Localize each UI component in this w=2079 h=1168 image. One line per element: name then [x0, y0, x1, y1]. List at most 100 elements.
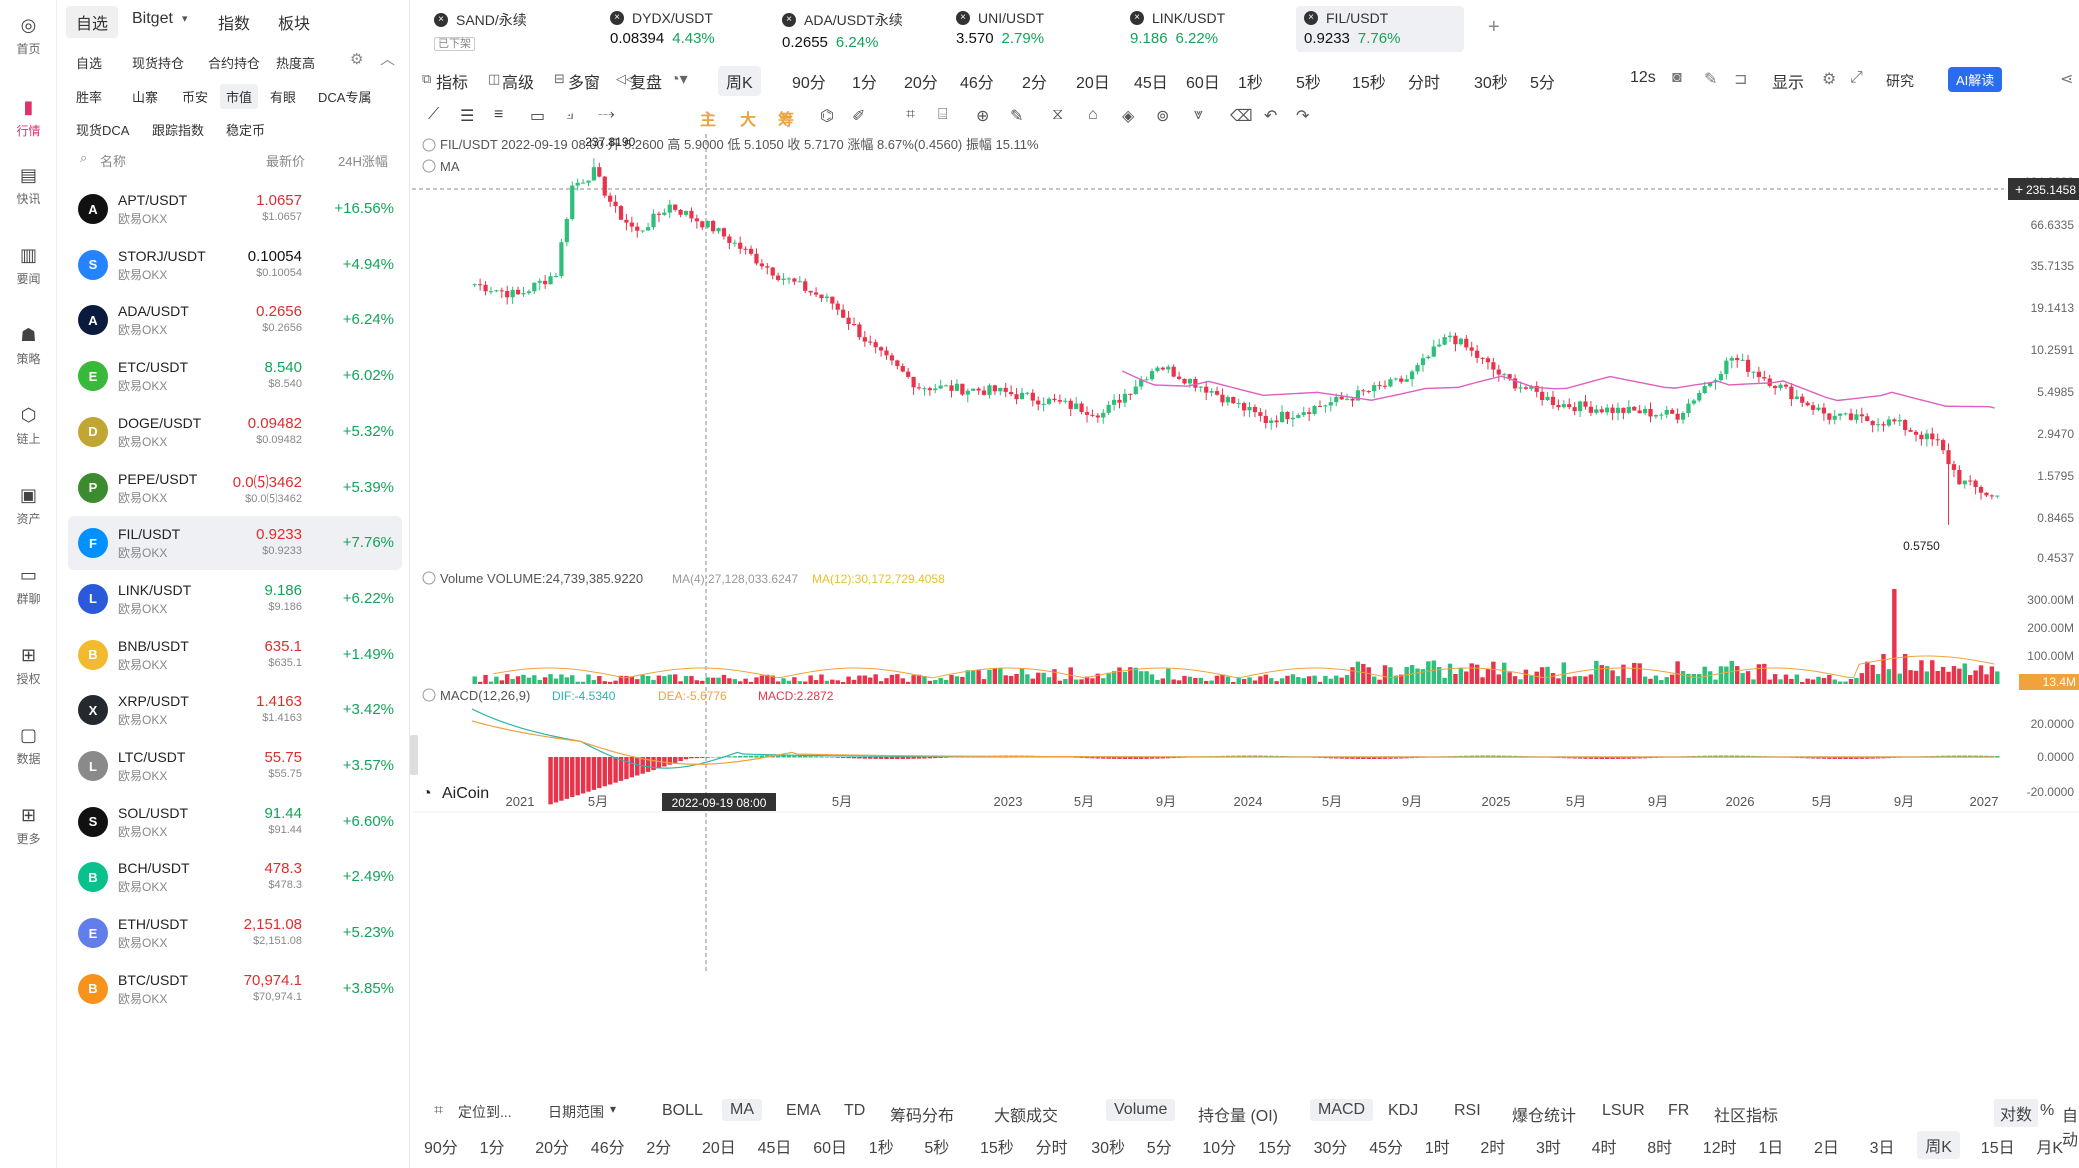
indicator-toggle[interactable]: LSUR	[1602, 1102, 1645, 1119]
filter-chip[interactable]: 有眼	[270, 90, 297, 105]
period-option[interactable]: 15日	[1980, 1140, 2015, 1157]
interval-option[interactable]: 46分	[960, 75, 994, 92]
period-option[interactable]: 90分	[424, 1140, 458, 1157]
line-tool-icon[interactable]: ⟋	[428, 106, 440, 123]
period-option[interactable]: 1分	[479, 1140, 505, 1157]
market-tab[interactable]: Bitget	[132, 10, 173, 27]
period-option[interactable]: 分时	[1035, 1140, 1068, 1157]
indicator-toggle[interactable]: 社区指标	[1714, 1108, 1779, 1125]
filter-chip[interactable]: 跟踪指数	[152, 123, 205, 138]
filter-chip[interactable]: 山寨	[132, 90, 159, 105]
redo-icon[interactable]: ↷	[1296, 108, 1310, 125]
filter-chip[interactable]: 现货持仓	[132, 56, 185, 71]
nav-flash[interactable]: ▤ 快讯	[0, 150, 57, 220]
period-option[interactable]: 60日	[813, 1140, 847, 1157]
pattern-icon[interactable]: ⧖	[1052, 106, 1064, 123]
ticker-tab[interactable]: × SAND/永续 已下架	[426, 6, 594, 52]
list-item[interactable]: E ETC/USDT 欧易OKX 8.540 $8.540 +6.02%	[68, 349, 402, 403]
fullscreen-icon[interactable]: ⤢	[1850, 69, 1863, 86]
search-icon[interactable]: ⌕	[80, 150, 88, 165]
nav-home[interactable]: ◎ 首页	[0, 0, 57, 70]
col-change[interactable]: 24H涨幅	[338, 154, 388, 169]
kline-chart[interactable]: FIL/USDT 2022-09-19 08:00 开 5.2600 高 5.9…	[412, 103, 2079, 1082]
interval-option[interactable]: 20分	[904, 75, 938, 92]
close-icon[interactable]: ×	[1130, 11, 1144, 25]
interval-option[interactable]: 1分	[852, 75, 877, 92]
toolbar-indicator-button[interactable]: 指标	[436, 75, 469, 92]
interval-option[interactable]: 1秒	[1238, 75, 1263, 92]
overlay-toggle[interactable]: 主	[700, 112, 717, 129]
close-icon[interactable]: ×	[610, 11, 624, 25]
overlay-toggle[interactable]: 筹	[778, 112, 795, 129]
auto-toggle[interactable]: 自动	[2062, 1108, 2079, 1149]
share-icon[interactable]: ⋖	[2060, 71, 2074, 88]
toolbar-replay-button[interactable]: 复盘	[630, 75, 663, 92]
indicator-toggle[interactable]: BOLL	[662, 1102, 703, 1119]
ticker-tab[interactable]: × DYDX/USDT 0.08394 4.43%	[602, 6, 770, 52]
indicator-toggle[interactable]: 爆仓统计	[1512, 1108, 1577, 1125]
ticker-tab[interactable]: × LINK/USDT 9.186 6.22%	[1122, 6, 1290, 52]
nav-wallet[interactable]: ▣ 资产	[0, 470, 57, 540]
list-item[interactable]: F FIL/USDT 欧易OKX 0.9233 $0.9233 +7.76%	[68, 516, 402, 571]
nav-robot[interactable]: ☗ 策略	[0, 310, 57, 380]
interval-option[interactable]: 60日	[1186, 75, 1220, 92]
nav-chat[interactable]: ▭ 群聊	[0, 550, 57, 620]
magnet-icon[interactable]: ⊚	[1156, 108, 1170, 125]
toolbar-advanced-button[interactable]: 高级	[502, 75, 535, 92]
period-option[interactable]: 3时	[1536, 1140, 1561, 1157]
list-item[interactable]: L LTC/USDT 欧易OKX 55.75 $55.75 +3.57%	[68, 739, 402, 793]
indicator-toggle[interactable]: 大额成交	[994, 1108, 1059, 1125]
interval-option[interactable]: 2分	[1022, 75, 1047, 92]
refresh-interval[interactable]: 12s	[1630, 69, 1656, 86]
list-item[interactable]: P PEPE/USDT 欧易OKX 0.0⑸3462 $0.0⑸3462 +5.39%	[68, 461, 402, 515]
nav-key[interactable]: ⊞ 授权	[0, 630, 57, 700]
ruler-icon[interactable]: ⌸	[938, 106, 948, 123]
nav-grid[interactable]: ⊞ 更多	[0, 790, 57, 860]
chart-svg[interactable]: FIL/USDT 2022-09-19 08:00 开 5.2600 高 5.9…	[412, 103, 2079, 1082]
close-icon[interactable]: ×	[434, 13, 448, 27]
interval-option[interactable]: 分时	[1408, 75, 1441, 92]
period-option[interactable]: 5分	[1146, 1140, 1172, 1157]
period-option[interactable]: 2时	[1480, 1140, 1506, 1157]
interval-option[interactable]: 45日	[1134, 75, 1168, 92]
period-option[interactable]: 45分	[1369, 1140, 1403, 1157]
filter-chip[interactable]: 市值	[220, 84, 259, 109]
layout-icon[interactable]: ⊐	[1734, 71, 1748, 88]
period-option[interactable]: 20日	[702, 1140, 736, 1157]
log-scale-toggle[interactable]: 对数	[1994, 1099, 2039, 1127]
period-option[interactable]: 15秒	[980, 1140, 1014, 1157]
period-select[interactable]: 周K	[718, 66, 761, 96]
brush-icon[interactable]: ✎	[1010, 108, 1024, 125]
period-option[interactable]: 30分	[1313, 1140, 1348, 1157]
pen-icon[interactable]: ✎	[1704, 71, 1718, 88]
interval-option[interactable]: 5秒	[1296, 75, 1321, 92]
period-option[interactable]: 月K	[2036, 1140, 2064, 1157]
list-item[interactable]: D DOGE/USDT 欧易OKX 0.09482 $0.09482 +5.32%	[68, 405, 402, 459]
list-item[interactable]: A ADA/USDT 欧易OKX 0.2656 $0.2656 +6.24%	[68, 293, 402, 347]
list-item[interactable]: E ETH/USDT 欧易OKX 2,151.08 $2,151.08 +5.23%	[68, 906, 402, 960]
filter-chip[interactable]: 稳定币	[226, 123, 266, 138]
toolbar-indicator-icon[interactable]: ⧉	[422, 71, 432, 86]
settings-icon[interactable]: ⚙	[350, 51, 364, 68]
lock-icon[interactable]: ⌂	[1088, 106, 1098, 123]
period-option[interactable]: 5秒	[924, 1140, 950, 1157]
rectangle-icon[interactable]: ▭	[530, 108, 546, 125]
indicator-toggle[interactable]: KDJ	[1388, 1102, 1419, 1119]
period-option[interactable]: 周K	[1917, 1131, 1960, 1159]
period-option[interactable]: 30秒	[1091, 1140, 1125, 1157]
period-option[interactable]: 8时	[1647, 1140, 1673, 1157]
list-item[interactable]: B BTC/USDT 欧易OKX 70,974.1 $70,974.1 +3.85%	[68, 962, 402, 1016]
filter-chip[interactable]: 现货DCA	[76, 123, 130, 138]
toolbar-replay-icon[interactable]: ◁◁	[616, 71, 636, 86]
trash-icon[interactable]: ⌫	[1230, 108, 1253, 125]
research-button[interactable]: 研究	[1886, 73, 1914, 89]
market-tab[interactable]: 板块	[278, 16, 311, 33]
toolbar-multi-window-icon[interactable]: ⊟	[554, 71, 565, 86]
interval-option[interactable]: 30秒	[1474, 75, 1508, 92]
nav-chart-bar[interactable]: ▮ 行情	[0, 82, 57, 152]
indicator-toggle[interactable]: EMA	[786, 1102, 821, 1119]
period-option[interactable]: 1时	[1424, 1140, 1450, 1157]
period-option[interactable]: 46分	[590, 1140, 625, 1157]
interval-option[interactable]: 90分	[792, 75, 826, 92]
indicator-toggle[interactable]: MA	[722, 1099, 762, 1121]
